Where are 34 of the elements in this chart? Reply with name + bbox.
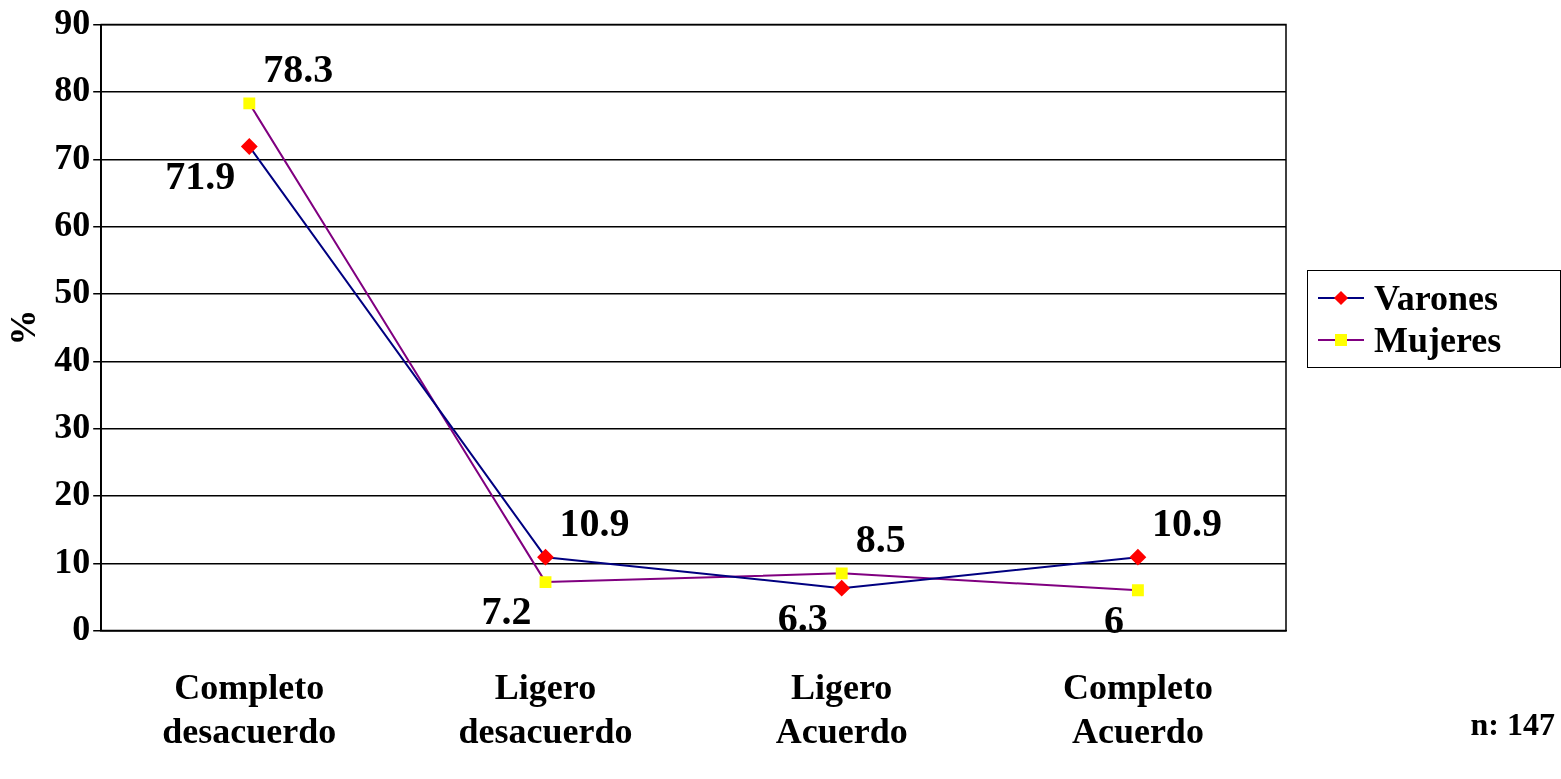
- y-tick-label: 20: [54, 473, 91, 514]
- point: [1131, 584, 1144, 597]
- y-tick-label: 30: [54, 405, 91, 446]
- data-label: 6.3: [777, 594, 828, 640]
- y-tick-label: 50: [54, 271, 91, 312]
- x-tick-label: Ligero Acuerdo: [775, 667, 908, 751]
- y-tick-label: 10: [54, 540, 91, 581]
- point: [539, 576, 552, 589]
- data-label: 7.2: [481, 588, 532, 634]
- text: n: 147: [1470, 706, 1555, 743]
- point: [1129, 549, 1146, 566]
- data-label: 8.5: [855, 515, 906, 561]
- data-label: 10.9: [1151, 499, 1222, 545]
- y-axis-title: %: [2, 309, 43, 346]
- y-tick-label: 40: [54, 338, 91, 379]
- y-tick-label: 80: [54, 69, 91, 110]
- data-label: 10.9: [559, 499, 630, 545]
- point: [241, 138, 258, 155]
- data-label: 71.9: [165, 152, 236, 198]
- y-tick-label: 70: [54, 136, 91, 177]
- data-label: 6: [1103, 596, 1124, 642]
- x-tick-label: Completo desacuerdo: [162, 667, 337, 751]
- legend-label: Varones: [1374, 277, 1499, 319]
- point: [833, 580, 850, 597]
- legend-label: Mujeres: [1374, 319, 1502, 361]
- y-tick-label: 0: [72, 607, 91, 648]
- point: [537, 549, 554, 566]
- y-tick-label: 90: [54, 1, 91, 42]
- point: [835, 567, 848, 580]
- y-tick-label: 60: [54, 203, 91, 244]
- x-tick-label: Ligero desacuerdo: [458, 667, 633, 751]
- point: [243, 97, 256, 110]
- data-label: 78.3: [263, 45, 334, 91]
- x-tick-label: Completo Acuerdo: [1062, 667, 1213, 751]
